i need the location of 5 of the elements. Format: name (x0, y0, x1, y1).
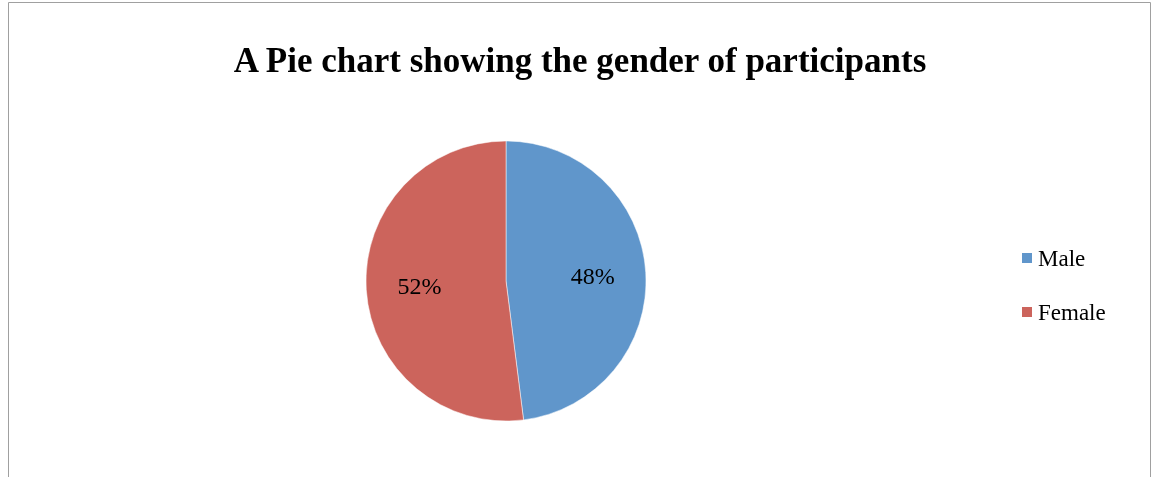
data-label: 48% (570, 262, 615, 289)
chart-title: A Pie chart showing the gender of participants (233, 41, 927, 80)
legend-label: Female (1038, 299, 1106, 325)
legend-label: Male (1038, 245, 1086, 271)
data-label: 52% (397, 273, 442, 300)
